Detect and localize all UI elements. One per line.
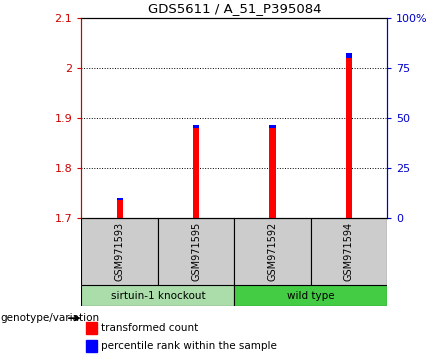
Bar — [234, 218, 311, 285]
Bar — [346, 58, 352, 218]
Bar — [117, 198, 123, 200]
Bar — [86, 340, 97, 352]
Text: percentile rank within the sample: percentile rank within the sample — [101, 341, 277, 351]
Bar — [269, 128, 275, 218]
Text: GSM971593: GSM971593 — [115, 222, 125, 281]
Bar — [193, 128, 199, 218]
Bar — [234, 285, 387, 306]
Bar — [81, 285, 234, 306]
Text: GSM971595: GSM971595 — [191, 222, 201, 281]
Bar — [346, 53, 352, 58]
Bar — [269, 125, 275, 128]
Text: GSM971592: GSM971592 — [268, 222, 278, 281]
Bar — [81, 218, 158, 285]
Bar — [158, 218, 234, 285]
Title: GDS5611 / A_51_P395084: GDS5611 / A_51_P395084 — [147, 2, 321, 15]
Bar — [86, 322, 97, 334]
Bar — [311, 218, 387, 285]
Text: GSM971594: GSM971594 — [344, 222, 354, 281]
Text: wild type: wild type — [287, 291, 334, 301]
Text: transformed count: transformed count — [101, 323, 198, 333]
Bar — [117, 200, 123, 218]
Bar — [193, 125, 199, 128]
Text: genotype/variation: genotype/variation — [0, 313, 99, 323]
Text: sirtuin-1 knockout: sirtuin-1 knockout — [110, 291, 205, 301]
